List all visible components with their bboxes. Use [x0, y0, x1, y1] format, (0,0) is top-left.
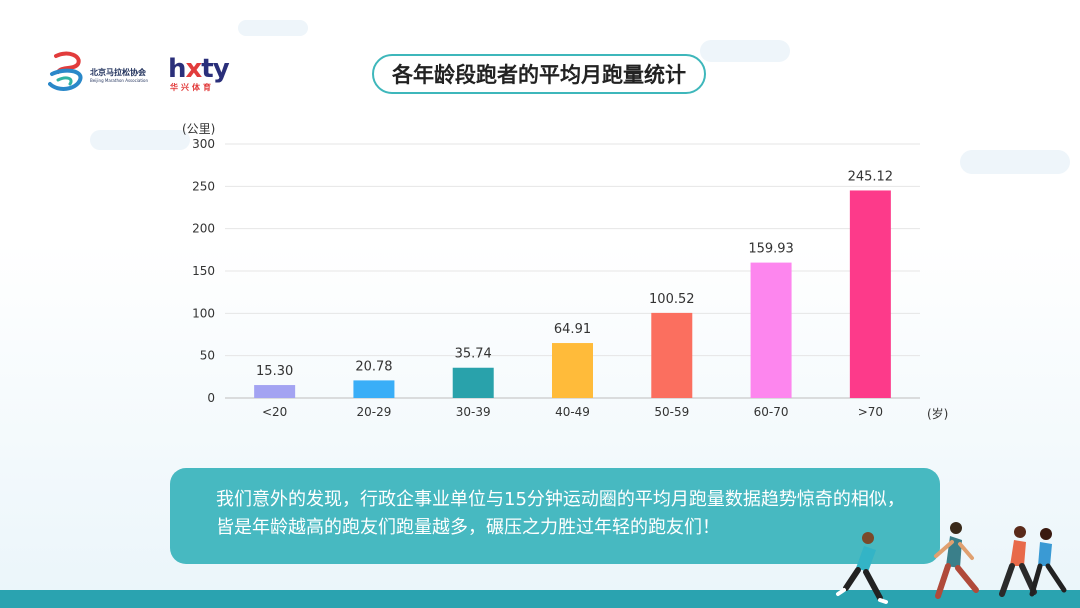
- runner-icon: [934, 522, 979, 599]
- cloud-decoration: [90, 130, 190, 150]
- y-tick-label: 300: [192, 137, 215, 151]
- cloud-decoration: [960, 150, 1070, 174]
- bar-3: [552, 343, 593, 398]
- bar-6: [849, 190, 891, 398]
- bar-0: [254, 385, 296, 398]
- data-label: 159.93: [748, 242, 794, 257]
- data-label: 100.52: [649, 292, 695, 307]
- brand-letters-right: ty: [201, 54, 229, 84]
- y-tick-label: 50: [200, 349, 215, 363]
- ground-strip: [0, 590, 1080, 608]
- brand-letter-x: x: [185, 54, 203, 84]
- association-name: 北京马拉松协会: [90, 68, 146, 77]
- data-label: 15.30: [256, 364, 293, 379]
- bar-5: [750, 262, 792, 398]
- x-tick-label: >70: [858, 405, 883, 419]
- data-label: 245.12: [848, 169, 894, 184]
- x-tick-label: <20: [262, 405, 287, 419]
- brand-subtitle: 华兴体育: [170, 83, 214, 92]
- caption-text: 我们意外的发现，行政企事业单位与15分钟运动圈的平均月跑量数据趋势惊奇的相似，皆…: [216, 489, 905, 538]
- cloud-decoration: [700, 40, 790, 62]
- y-tick-label: 0: [207, 391, 215, 405]
- x-axis-label: (岁): [927, 406, 948, 421]
- brand-letters-left: h: [168, 54, 186, 84]
- data-label: 20.78: [355, 359, 392, 374]
- bar-1: [353, 380, 395, 398]
- runner-icon: [1029, 528, 1067, 597]
- runners-illustration: [836, 522, 1067, 604]
- association-english: Beijing Marathon Association: [90, 78, 149, 83]
- y-tick-label: 250: [192, 179, 215, 193]
- y-tick-label: 200: [192, 222, 215, 236]
- x-tick-label: 60-70: [754, 405, 789, 419]
- chart-title-box: 各年龄段跑者的平均月跑量统计: [372, 54, 706, 94]
- y-tick-label: 100: [192, 306, 215, 320]
- bar-4: [651, 312, 693, 398]
- brand-wordmark: hxty: [168, 56, 248, 82]
- huaxing-sports-logo: hxty 华兴体育: [168, 56, 248, 96]
- runner-icon: [836, 532, 888, 604]
- y-axis-label: (公里): [182, 122, 215, 136]
- bar-2: [452, 367, 494, 398]
- data-label: 64.91: [554, 322, 591, 337]
- runner-icon: [999, 526, 1037, 597]
- beijing-marathon-logo: 北京马拉松协会 Beijing Marathon Association: [48, 50, 158, 94]
- x-tick-label: 30-39: [456, 405, 491, 419]
- y-tick-label: 150: [192, 264, 215, 278]
- caption-box: 我们意外的发现，行政企事业单位与15分钟运动圈的平均月跑量数据趋势惊奇的相似，皆…: [170, 468, 940, 564]
- data-label: 35.74: [455, 347, 492, 362]
- x-tick-label: 40-49: [555, 405, 590, 419]
- cloud-decoration: [238, 20, 308, 36]
- x-tick-label: 20-29: [356, 405, 391, 419]
- x-tick-label: 50-59: [654, 405, 689, 419]
- chart-title: 各年龄段跑者的平均月跑量统计: [392, 63, 686, 87]
- marathon-emblem-icon: [48, 51, 83, 91]
- bar-chart: 0 50 100 150 200 250 300(公里) (岁) 15.30 <20 20.78 20…: [182, 122, 948, 421]
